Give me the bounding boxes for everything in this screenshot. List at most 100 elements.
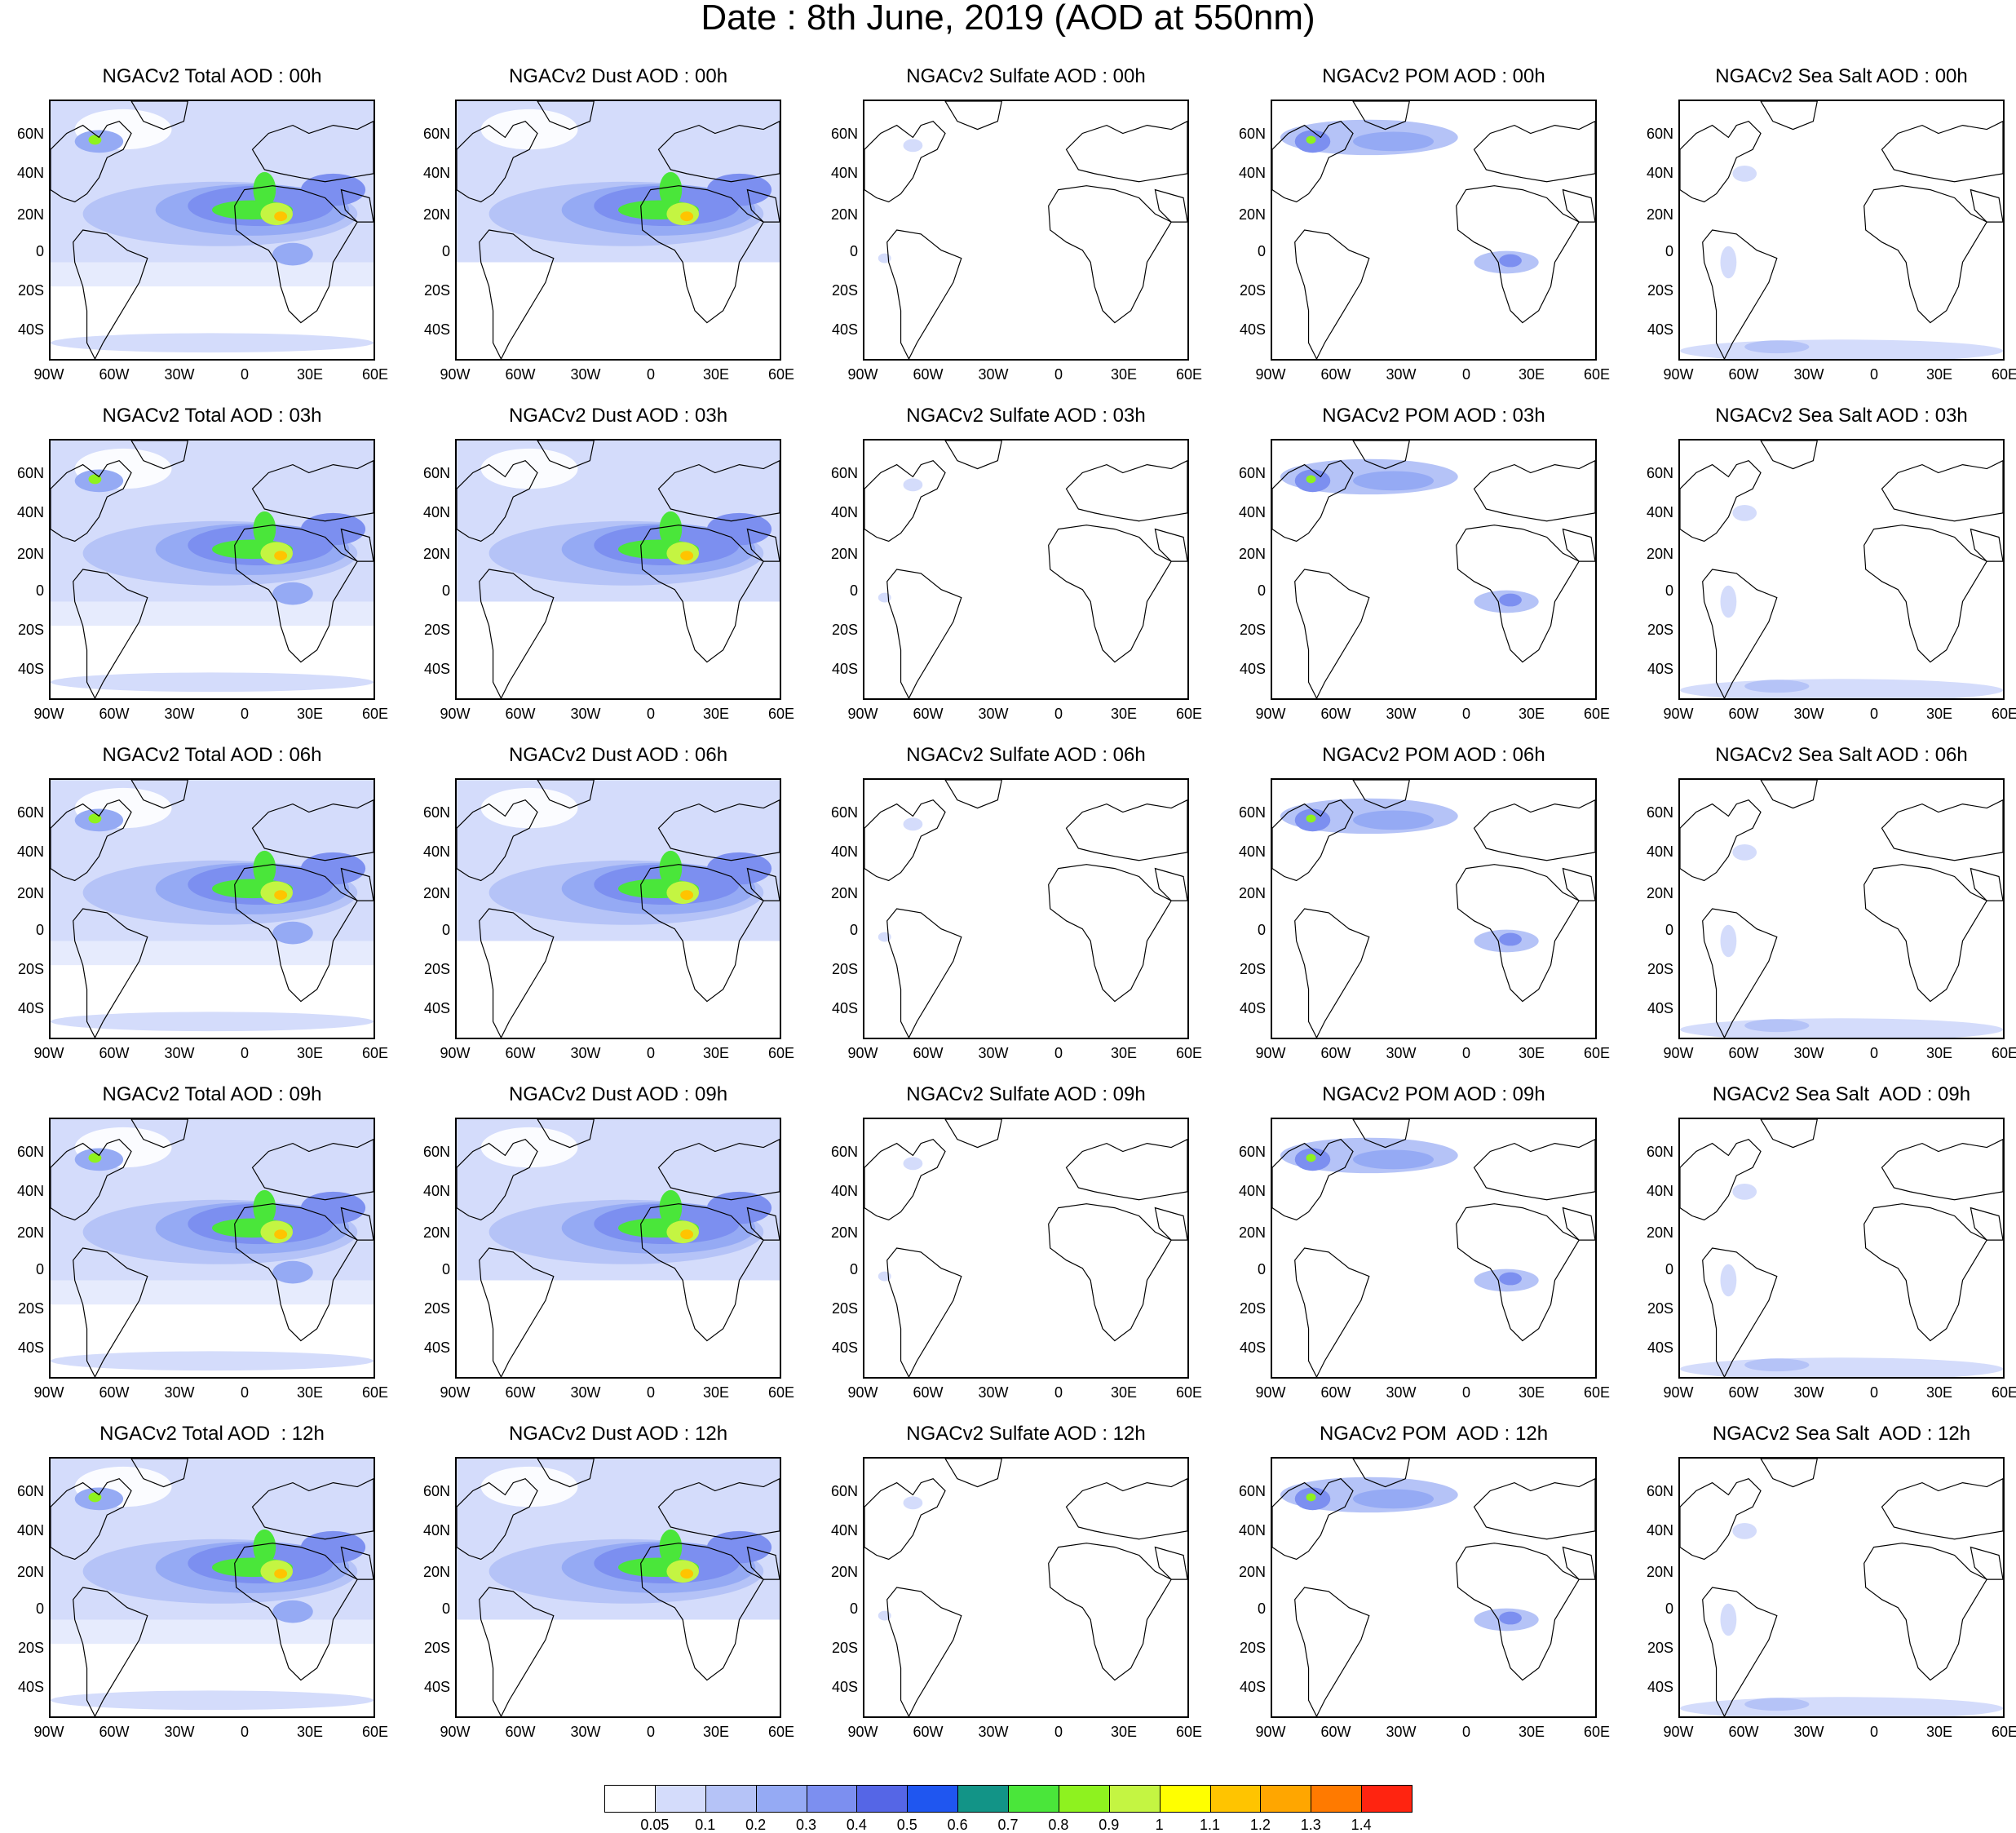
- panel-title: NGACv2 Sulfate AOD : 06h: [906, 744, 1146, 766]
- longitude-tick-label: 0: [1461, 1384, 1470, 1401]
- longitude-tick-label: 30W: [1386, 1724, 1417, 1740]
- latitude-tick-label: 40N: [1646, 1182, 1673, 1199]
- map-panel: NGACv2 Total AOD : 12h 60N 40N 20N 0 20S 40S 90…: [17, 1424, 388, 1759]
- latitude-tick-label: 40S: [831, 1678, 858, 1695]
- latitude-tick-label: 40N: [422, 843, 450, 860]
- panel-title: NGACv2 Total AOD : 00h: [102, 65, 322, 87]
- latitude-tick-label: 40S: [831, 321, 858, 338]
- latitude-tick-label: 0: [1257, 582, 1266, 599]
- longitude-tick-label: 30W: [570, 1384, 601, 1401]
- map-panel: NGACv2 Sulfate AOD : 12h 60N 40N 20N 0 20S 40S…: [831, 1424, 1202, 1759]
- latitude-tick-label: 60N: [830, 1143, 858, 1160]
- map-panel: NGACv2 Total AOD : 03h 60N 40N 20N 0 20S 40S 90…: [17, 406, 388, 741]
- latitude-tick-label: 0: [849, 242, 858, 259]
- latitude-tick-label: 60N: [830, 464, 858, 481]
- longitude-tick-label: 30W: [570, 706, 601, 722]
- longitude-tick-label: 30W: [1793, 1724, 1824, 1740]
- latitude-tick-label: 40N: [830, 164, 858, 181]
- latitude-tick-label: 20S: [17, 1299, 44, 1317]
- longitude-tick-label: 60W: [505, 1724, 536, 1740]
- aod-map: [49, 100, 375, 361]
- panel-title: NGACv2 Sea Salt AOD : 00h: [1715, 65, 1968, 87]
- colorbar-tick-label: 1.4: [1351, 1817, 1372, 1833]
- map-panel: NGACv2 Sulfate AOD : 03h 60N 40N 20N 0 20S 40S…: [831, 406, 1202, 741]
- latitude-tick-label: 0: [1257, 921, 1266, 938]
- colorbar-tick-label: 0.6: [947, 1817, 968, 1833]
- latitude-tick-label: 0: [1257, 1260, 1266, 1277]
- longitude-tick-label: 0: [1054, 366, 1063, 383]
- latitude-tick-label: 40S: [1239, 1678, 1266, 1695]
- panel-title: NGACv2 POM AOD : 03h: [1322, 405, 1545, 427]
- longitude-tick-label: 60W: [99, 366, 130, 383]
- longitude-tick-label: 60W: [1728, 366, 1759, 383]
- latitude-tick-label: 40S: [17, 321, 44, 338]
- map-panel: NGACv2 Total AOD : 06h 60N 40N 20N 0 20S 40S 90…: [17, 746, 388, 1080]
- aod-map: [863, 100, 1189, 361]
- longitude-tick-label: 30W: [164, 706, 195, 722]
- latitude-tick-label: 0: [1257, 1600, 1266, 1617]
- longitude-tick-label: 0: [1054, 1724, 1063, 1740]
- colorbar-swatch: [1260, 1785, 1312, 1813]
- longitude-tick-label: 60E: [361, 366, 389, 383]
- panel-title: NGACv2 Total AOD : 12h: [99, 1423, 325, 1445]
- latitude-tick-label: 20S: [17, 1639, 44, 1656]
- map-panel: NGACv2 Dust AOD : 06h 60N 40N 20N 0 20S 40S 90W…: [423, 746, 794, 1080]
- aod-map: [1678, 1457, 2005, 1718]
- latitude-tick-label: 20N: [422, 884, 450, 901]
- latitude-tick-label: 20S: [831, 1639, 858, 1656]
- latitude-tick-label: 60N: [422, 464, 450, 481]
- longitude-tick-label: 30W: [164, 1724, 195, 1740]
- longitude-tick-label: 30E: [296, 366, 324, 383]
- latitude-tick-label: 0: [35, 582, 44, 599]
- latitude-tick-label: 40N: [16, 843, 44, 860]
- longitude-tick-label: 30E: [1925, 1724, 1953, 1740]
- latitude-tick-label: 60N: [16, 125, 44, 142]
- colorbar-swatch: [856, 1785, 909, 1813]
- latitude-tick-label: 0: [35, 1260, 44, 1277]
- panel-title: NGACv2 Total AOD : 06h: [102, 744, 322, 766]
- longitude-tick-label: 60W: [505, 366, 536, 383]
- figure-title: Date : 8th June, 2019 (AOD at 550nm): [701, 0, 1315, 38]
- map-panel: NGACv2 POM AOD : 12h 60N 40N 20N 0 20S 40S 90W 6…: [1239, 1424, 1610, 1759]
- longitude-tick-label: 30E: [296, 1045, 324, 1061]
- aod-map: [49, 778, 375, 1039]
- map-panel: NGACv2 Sulfate AOD : 00h 60N 40N 20N 0 20S 40S…: [831, 67, 1202, 401]
- longitude-tick-label: 0: [1869, 1384, 1878, 1401]
- latitude-tick-label: 40S: [423, 321, 450, 338]
- latitude-tick-label: 40S: [17, 1339, 44, 1356]
- panel-title: NGACv2 Sulfate AOD : 03h: [906, 405, 1146, 427]
- longitude-tick-label: 90W: [440, 1045, 471, 1061]
- panel-title: NGACv2 Sea Salt AOD : 09h: [1712, 1083, 1971, 1105]
- latitude-tick-label: 20S: [1647, 1299, 1673, 1317]
- longitude-tick-label: 90W: [1663, 706, 1694, 722]
- longitude-tick-label: 30W: [1386, 1384, 1417, 1401]
- latitude-tick-label: 20N: [1238, 1224, 1266, 1241]
- map-panel: NGACv2 Total AOD : 00h 60N 40N 20N 0 20S 40S 90…: [17, 67, 388, 401]
- longitude-tick-label: 30E: [702, 1045, 730, 1061]
- longitude-tick-label: 30W: [1793, 366, 1824, 383]
- longitude-tick-label: 30E: [1110, 366, 1138, 383]
- colorbar-tick-label: 1.3: [1300, 1817, 1321, 1833]
- latitude-tick-label: 40S: [831, 1339, 858, 1356]
- longitude-tick-label: 30W: [164, 366, 195, 383]
- longitude-tick-label: 90W: [33, 1384, 64, 1401]
- longitude-tick-label: 90W: [1663, 1724, 1694, 1740]
- longitude-tick-label: 90W: [440, 1724, 471, 1740]
- longitude-tick-label: 30E: [1518, 1045, 1545, 1061]
- latitude-tick-label: 20N: [1646, 1563, 1673, 1580]
- colorbar-swatch: [755, 1785, 807, 1813]
- colorbar-swatch: [907, 1785, 959, 1813]
- latitude-tick-label: 40N: [1646, 1521, 1673, 1539]
- latitude-tick-label: 40N: [422, 1182, 450, 1199]
- latitude-tick-label: 20N: [830, 545, 858, 562]
- panel-title: NGACv2 Dust AOD : 03h: [508, 405, 728, 427]
- colorbar-swatch: [806, 1785, 858, 1813]
- longitude-tick-label: 60E: [1583, 1724, 1611, 1740]
- latitude-tick-label: 60N: [1238, 1143, 1266, 1160]
- latitude-tick-label: 20S: [17, 281, 44, 299]
- colorbar-swatch: [705, 1785, 757, 1813]
- latitude-tick-label: 40N: [16, 164, 44, 181]
- aod-map: [1271, 100, 1597, 361]
- latitude-tick-label: 0: [849, 582, 858, 599]
- latitude-tick-label: 20S: [17, 960, 44, 977]
